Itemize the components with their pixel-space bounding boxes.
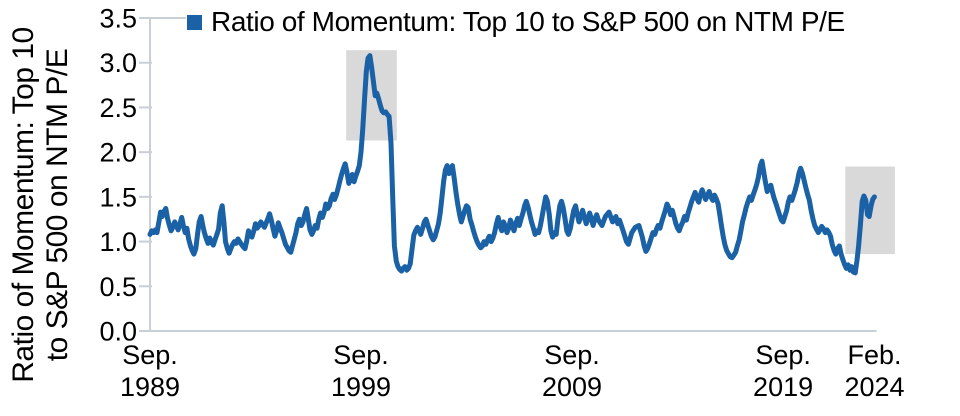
series-line-group <box>147 53 877 276</box>
series-line <box>147 53 877 276</box>
y-tick-label-3.0: 3.0 <box>99 48 137 78</box>
legend: Ratio of Momentum: Top 10 to S&P 500 on … <box>187 6 845 38</box>
x-tick-label-2009-month: Sep. <box>544 340 600 370</box>
axis-tick-labels: 0.00.51.01.52.02.53.03.5Sep.1989Sep.1999… <box>99 4 904 403</box>
x-tick-label-1989-month: Sep. <box>122 340 178 370</box>
y-axis-title: Ratio of Momentum: Top 10 to S&P 500 on … <box>7 0 75 413</box>
y-tick-label-1.5: 1.5 <box>99 182 137 212</box>
y-tick-label-2.0: 2.0 <box>99 138 137 168</box>
x-tick-label-2019-month: Sep. <box>755 340 811 370</box>
x-tick-label-1999-month: Sep. <box>333 340 389 370</box>
y-tick-label-0.5: 0.5 <box>99 272 137 302</box>
y-axis-title-line2: to S&P 500 on NTM P/E <box>41 48 74 362</box>
y-tick-label-1.0: 1.0 <box>99 227 137 257</box>
x-tick-label-2024-month: Feb. <box>847 340 901 370</box>
legend-swatch-icon <box>187 14 202 30</box>
legend-label: Ratio of Momentum: Top 10 to S&P 500 on … <box>211 6 845 37</box>
x-tick-label-2009-year: 2009 <box>542 372 602 402</box>
x-tick-label-1999-year: 1999 <box>331 372 391 402</box>
x-tick-label-2024-year: 2024 <box>844 372 904 402</box>
y-tick-label-2.5: 2.5 <box>99 93 137 123</box>
x-tick-label-2019-year: 2019 <box>753 372 813 402</box>
x-tick-label-1989-year: 1989 <box>120 372 180 402</box>
y-axis-title-line1: Ratio of Momentum: Top 10 <box>7 27 40 383</box>
y-tick-label-0.0: 0.0 <box>99 317 137 347</box>
y-tick-label-3.5: 3.5 <box>99 4 137 34</box>
axes <box>139 17 877 332</box>
